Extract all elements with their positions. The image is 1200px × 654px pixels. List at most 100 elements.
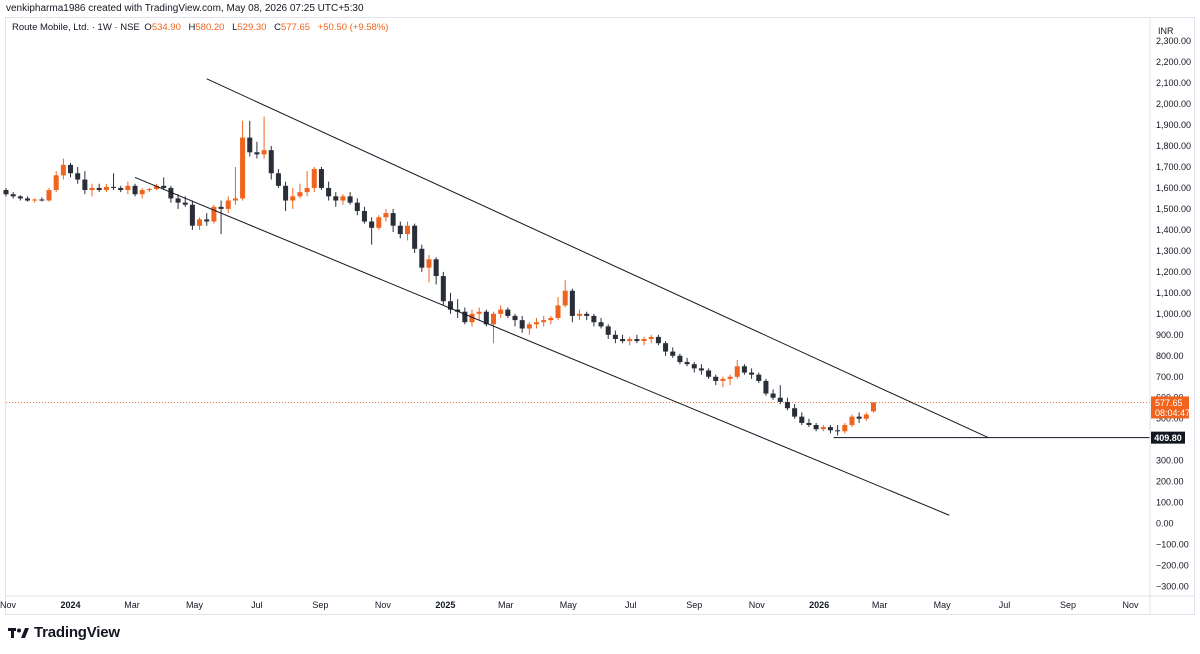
candle-body xyxy=(275,173,281,186)
candle xyxy=(584,311,590,321)
x-tick-label: Sep xyxy=(312,600,328,610)
candle xyxy=(426,255,432,283)
candle-body xyxy=(118,187,124,191)
x-tick-label: Sep xyxy=(686,600,702,610)
candle-body xyxy=(125,185,131,191)
y-tick-label: 200.00 xyxy=(1156,477,1184,487)
candle xyxy=(412,223,418,253)
candle-body xyxy=(490,313,497,325)
currency-label: INR xyxy=(1158,26,1174,36)
candle xyxy=(820,425,826,432)
candle xyxy=(670,347,676,358)
y-tick-label: 1,800.00 xyxy=(1156,141,1191,151)
candle xyxy=(763,378,769,396)
credit-text: venkipharma1986 created with TradingView… xyxy=(6,3,364,14)
candle-body xyxy=(469,313,475,323)
candle-body xyxy=(835,430,841,432)
y-tick-label: 1,200.00 xyxy=(1156,267,1191,277)
candle xyxy=(784,397,790,411)
candle-body xyxy=(519,320,525,329)
y-tick-label: 2,300.00 xyxy=(1156,36,1191,46)
candle xyxy=(684,357,690,367)
y-tick-label: 2,000.00 xyxy=(1156,99,1191,109)
y-tick-label: 800.00 xyxy=(1156,351,1184,361)
candle-body xyxy=(82,179,88,191)
candle xyxy=(290,187,296,209)
y-tick-label: 1,900.00 xyxy=(1156,120,1191,130)
candle-body xyxy=(68,164,74,174)
x-tick-label: Jul xyxy=(251,600,263,610)
candle xyxy=(433,257,439,285)
x-tick-label: 2025 xyxy=(435,600,455,610)
candle-body xyxy=(111,186,117,188)
candle xyxy=(118,185,124,193)
y-tick-label: 0.00 xyxy=(1156,519,1174,529)
candle xyxy=(849,414,855,428)
candle xyxy=(354,198,360,216)
tradingview-logo[interactable]: TradingView xyxy=(8,624,120,641)
candle-body xyxy=(412,225,418,249)
candles-layer xyxy=(3,116,876,436)
candle xyxy=(60,158,66,180)
candle-body xyxy=(10,194,16,197)
candle xyxy=(591,313,597,327)
upper-channel-line xyxy=(206,78,989,439)
candle xyxy=(268,145,274,180)
candle xyxy=(677,353,683,365)
candle-body xyxy=(749,372,755,375)
candle-body xyxy=(75,173,81,180)
y-tick-label: 1,400.00 xyxy=(1156,225,1191,235)
candle-body xyxy=(541,320,547,323)
x-tick-label: Nov xyxy=(1123,600,1140,610)
candle-body xyxy=(698,368,704,371)
candle-body xyxy=(311,169,317,188)
candle xyxy=(555,297,561,321)
candle-body xyxy=(60,164,66,176)
candle xyxy=(706,368,712,379)
symbol-name: Route Mobile, Ltd. · 1W · NSE xyxy=(12,22,140,33)
candle xyxy=(577,309,583,321)
candle xyxy=(376,215,382,230)
candle xyxy=(498,305,504,319)
candle-body xyxy=(820,427,826,430)
candle xyxy=(17,195,23,201)
candle xyxy=(612,330,618,344)
candle xyxy=(82,171,88,195)
x-tick-label: Sep xyxy=(1060,600,1076,610)
candle xyxy=(777,385,783,405)
candle-body xyxy=(526,324,532,329)
candle-body xyxy=(3,190,9,195)
candle-body xyxy=(132,185,138,195)
candle-body xyxy=(655,336,661,344)
candle-body xyxy=(462,311,468,323)
candle-body xyxy=(483,311,489,325)
candle-body xyxy=(620,338,626,342)
x-tick-label: Mar xyxy=(872,600,888,610)
candle xyxy=(189,200,195,230)
candle xyxy=(404,221,410,241)
candle xyxy=(870,401,876,413)
y-tick-label: 1,100.00 xyxy=(1156,288,1191,298)
candle-body xyxy=(842,425,848,432)
candle-body xyxy=(476,311,482,314)
candle-body xyxy=(254,152,260,155)
candle-body xyxy=(333,196,339,201)
candle-body xyxy=(734,366,740,377)
candle xyxy=(627,336,633,346)
support-price-badge xyxy=(1151,431,1185,444)
candle-body xyxy=(53,175,59,191)
candle-body xyxy=(304,187,310,193)
candle xyxy=(53,171,59,193)
candle xyxy=(197,217,203,230)
candle xyxy=(297,183,303,199)
candle-body xyxy=(326,187,332,197)
candle-body xyxy=(146,188,152,191)
candle-body xyxy=(297,192,303,197)
candle-body xyxy=(605,326,611,335)
candle xyxy=(734,359,740,379)
candle xyxy=(132,183,138,197)
candle xyxy=(799,412,805,426)
candle-body xyxy=(433,259,439,277)
candle-body xyxy=(741,366,747,373)
